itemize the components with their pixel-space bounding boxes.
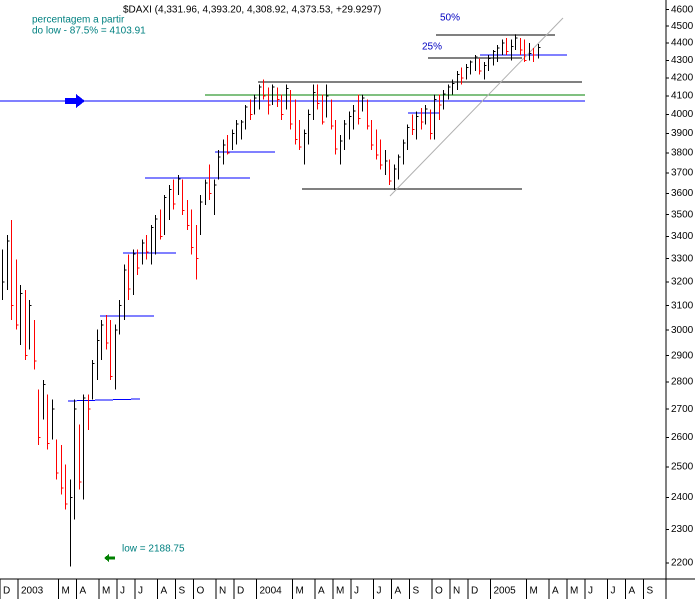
y-tick-label: 2600 bbox=[671, 432, 694, 443]
y-tick-label: 4000 bbox=[671, 109, 694, 120]
x-tick-label: M bbox=[102, 586, 110, 597]
x-tick-label: A bbox=[80, 586, 87, 597]
x-tick-label: A bbox=[318, 586, 325, 597]
x-tick-label: O bbox=[197, 586, 205, 597]
x-tick-label: 2003 bbox=[21, 586, 44, 597]
trend-line bbox=[389, 17, 564, 197]
y-tick-label: 3300 bbox=[671, 253, 694, 264]
arrow-icon bbox=[104, 554, 115, 562]
x-tick-label: N bbox=[453, 586, 460, 597]
x-tick-label: A bbox=[552, 586, 559, 597]
y-tick-label: 3200 bbox=[671, 276, 694, 287]
x-tick-label: J bbox=[611, 586, 616, 597]
y-tick-label: 2500 bbox=[671, 462, 694, 473]
y-tick-label: 2300 bbox=[671, 524, 694, 535]
x-tick-label: M bbox=[62, 586, 70, 597]
y-tick-label: 2800 bbox=[671, 377, 694, 388]
x-tick-label: M bbox=[336, 586, 344, 597]
y-tick-label: 3900 bbox=[671, 128, 694, 139]
y-tick-label: 2200 bbox=[671, 557, 694, 568]
y-tick-label: 3400 bbox=[671, 231, 694, 242]
annotation: percentagem a partir bbox=[32, 15, 125, 26]
x-tick-label: S bbox=[179, 586, 186, 597]
x-tick-label: A bbox=[629, 586, 636, 597]
y-tick-label: 3600 bbox=[671, 188, 694, 199]
x-tick-label: D bbox=[471, 586, 478, 597]
y-tick-label: 4300 bbox=[671, 55, 694, 66]
y-tick-label: 4100 bbox=[671, 91, 694, 102]
level-line bbox=[67, 398, 141, 402]
x-tick-label: O bbox=[435, 586, 443, 597]
y-tick-label: 4400 bbox=[671, 38, 694, 49]
x-tick-label: D bbox=[3, 586, 10, 597]
annotation: 50% bbox=[440, 13, 460, 24]
y-tick-label: 2900 bbox=[671, 350, 694, 361]
x-tick-label: M bbox=[570, 586, 578, 597]
x-tick-label: 2004 bbox=[260, 586, 283, 597]
x-tick-label: D bbox=[237, 586, 244, 597]
x-tick-label: M bbox=[296, 586, 304, 597]
chart-title: $DAXI (4,331.96, 4,393.20, 4,308.92, 4,3… bbox=[123, 5, 381, 16]
y-tick-label: 4500 bbox=[671, 21, 694, 32]
x-tick-label: N bbox=[219, 586, 226, 597]
x-tick-label: S bbox=[647, 586, 654, 597]
y-tick-label: 3700 bbox=[671, 168, 694, 179]
annotation: 25% bbox=[422, 42, 442, 53]
x-tick-label: J bbox=[120, 586, 125, 597]
annotation: low = 2188.75 bbox=[122, 544, 185, 555]
x-tick-label: M bbox=[530, 586, 538, 597]
drawn-levels bbox=[0, 17, 585, 562]
x-tick-label: J bbox=[377, 586, 382, 597]
y-tick-label: 3100 bbox=[671, 300, 694, 311]
annotation: do low - 87.5% = 4103.91 bbox=[32, 26, 146, 37]
arrow-icon bbox=[65, 94, 85, 108]
x-tick-label: S bbox=[413, 586, 420, 597]
x-tick-label: A bbox=[395, 586, 402, 597]
x-tick-label: 2005 bbox=[494, 586, 517, 597]
x-tick-label: J bbox=[588, 586, 593, 597]
y-tick-label: 3500 bbox=[671, 209, 694, 220]
y-tick-label: 4200 bbox=[671, 73, 694, 84]
y-tick-label: 3800 bbox=[671, 148, 694, 159]
x-tick-label: J bbox=[354, 586, 359, 597]
y-tick-label: 3000 bbox=[671, 325, 694, 336]
y-tick-label: 2400 bbox=[671, 492, 694, 503]
x-tick-label: A bbox=[161, 586, 168, 597]
x-tick-label: J bbox=[138, 586, 143, 597]
y-tick-label: 2700 bbox=[671, 404, 694, 415]
y-tick-label: 4600 bbox=[671, 4, 694, 15]
